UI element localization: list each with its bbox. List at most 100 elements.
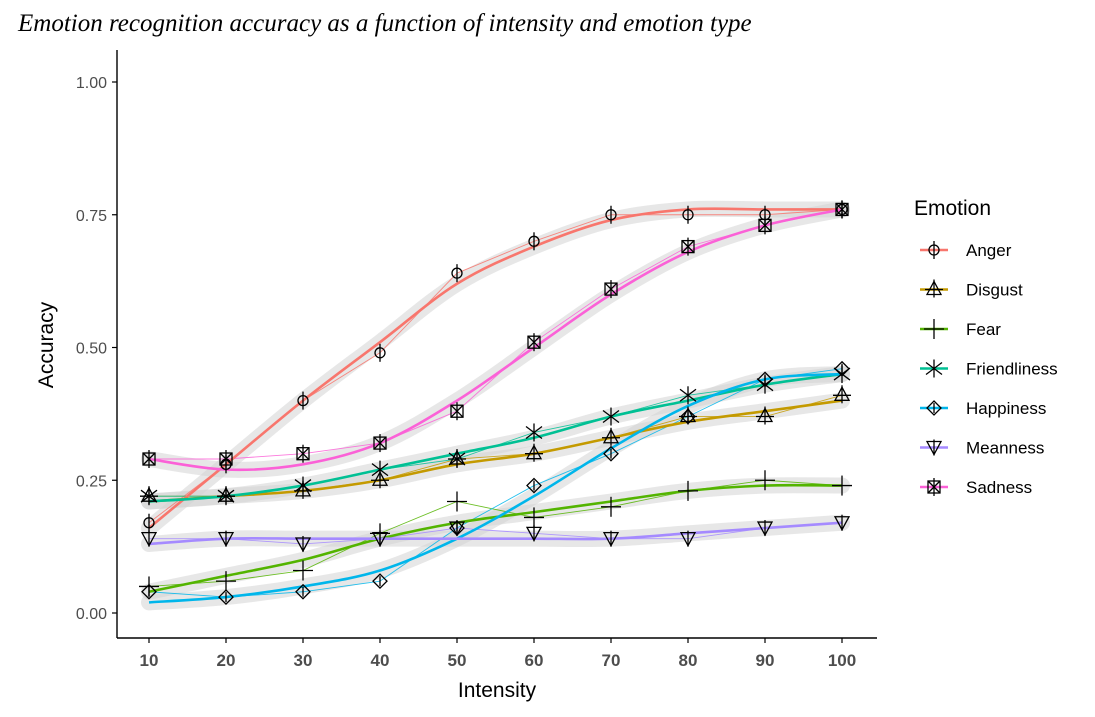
point-fear-20 <box>216 571 236 592</box>
point-disgust-60 <box>525 443 543 462</box>
legend-label: Happiness <box>966 399 1046 418</box>
point-friendliness-10 <box>140 487 158 506</box>
point-happiness-100 <box>834 360 850 377</box>
point-meanness-30 <box>294 535 312 553</box>
point-anger-40 <box>374 343 386 362</box>
point-sadness-100 <box>835 200 849 219</box>
point-sadness-90 <box>758 216 772 235</box>
legend-label: Fear <box>966 320 1001 339</box>
point-fear-70 <box>601 496 621 517</box>
legend-item-meanness: Meanness <box>920 439 1044 458</box>
point-sadness-70 <box>604 280 618 299</box>
point-disgust-100 <box>833 385 851 404</box>
x-tick-label: 30 <box>294 651 313 670</box>
point-meanness-60 <box>525 525 543 542</box>
point-happiness-10 <box>141 583 157 600</box>
x-tick-label: 70 <box>602 651 621 670</box>
legend-marker-sadness <box>927 478 941 496</box>
point-sadness-30 <box>296 444 310 463</box>
fitted-line-anger <box>148 207 842 530</box>
legend-label: Sadness <box>966 478 1032 497</box>
legend-label: Anger <box>966 241 1012 260</box>
fitted-line-friendliness <box>148 372 843 503</box>
fitted-lines <box>148 207 843 604</box>
point-happiness-20 <box>218 589 234 605</box>
point-happiness-60 <box>526 477 542 494</box>
legend-marker-fear <box>924 319 944 339</box>
point-fear-50 <box>447 491 467 512</box>
x-tick-label: 60 <box>525 651 544 670</box>
point-meanness-10 <box>140 530 158 548</box>
legend-item-disgust: Disgust <box>920 279 1023 300</box>
fitted-line-sadness <box>148 208 843 472</box>
x-tick-label: 90 <box>756 651 775 670</box>
legend-marker-friendliness <box>925 359 943 378</box>
y-tick-label: 0.25 <box>76 473 107 490</box>
point-fear-100 <box>832 475 852 496</box>
legend-title: Emotion <box>914 197 991 220</box>
data-points <box>139 200 852 605</box>
point-sadness-40 <box>373 434 387 453</box>
point-disgust-70 <box>602 427 620 446</box>
point-meanness-50 <box>448 520 466 537</box>
observed-line-meanness <box>149 522 843 545</box>
point-fear-90 <box>755 470 775 491</box>
point-meanness-80 <box>679 530 697 548</box>
point-happiness-70 <box>603 445 619 462</box>
point-friendliness-60 <box>525 423 543 442</box>
point-meanness-20 <box>217 530 235 548</box>
x-tick-label: 20 <box>217 651 236 670</box>
legend-item-friendliness: Friendliness <box>920 359 1058 379</box>
observed-line-happiness <box>148 368 843 598</box>
point-sadness-60 <box>527 333 541 352</box>
point-meanness-70 <box>602 530 620 548</box>
y-tick-label: 0.00 <box>76 606 107 623</box>
legend-marker-anger <box>928 241 940 259</box>
legend-label: Friendliness <box>966 360 1058 379</box>
point-happiness-80 <box>680 408 696 425</box>
point-anger-70 <box>605 205 617 224</box>
point-friendliness-50 <box>448 450 466 469</box>
legend-marker-happiness <box>926 400 942 416</box>
point-friendliness-70 <box>602 407 620 426</box>
legend-marker-disgust <box>925 279 943 298</box>
point-anger-50 <box>451 264 463 283</box>
x-tick-label: 50 <box>448 651 467 670</box>
point-sadness-10 <box>142 450 156 469</box>
page-title: Emotion recognition accuracy as a functi… <box>18 10 752 37</box>
legend: Emotion Anger Disgust Fear Friendliness Happi… <box>914 197 1058 497</box>
x-tick-label: 10 <box>140 651 159 670</box>
y-tick-label: 1.00 <box>76 75 107 92</box>
point-friendliness-20 <box>217 487 235 506</box>
point-happiness-40 <box>372 573 388 590</box>
point-meanness-100 <box>833 514 851 532</box>
y-axis-label: Accuracy <box>35 301 58 388</box>
x-tick-label: 40 <box>371 651 390 670</box>
point-happiness-30 <box>295 583 311 600</box>
point-happiness-90 <box>757 371 773 388</box>
fitted-line-disgust <box>148 399 843 503</box>
axes: 0.00 0.25 0.50 0.75 1.00 10 20 30 40 50 60 70 80 90 10… <box>35 50 877 702</box>
point-anger-10 <box>143 513 155 532</box>
confidence-bands <box>141 200 850 611</box>
legend-item-sadness: Sadness <box>920 478 1032 497</box>
point-meanness-40 <box>371 530 389 548</box>
point-friendliness-80 <box>679 386 697 405</box>
point-fear-80 <box>678 480 698 501</box>
point-anger-30 <box>297 391 309 410</box>
point-disgust-90 <box>756 406 774 425</box>
legend-label: Disgust <box>966 281 1023 300</box>
fitted-line-meanness <box>148 521 843 546</box>
point-sadness-50 <box>450 402 464 421</box>
point-friendliness-30 <box>294 476 312 495</box>
point-fear-60 <box>524 507 544 528</box>
point-anger-80 <box>682 205 694 224</box>
point-fear-30 <box>293 560 313 581</box>
legend-item-fear: Fear <box>920 319 1001 339</box>
x-tick-label: 100 <box>828 651 856 670</box>
legend-label: Meanness <box>966 439 1044 458</box>
fitted-line-happiness <box>148 372 843 604</box>
point-anger-60 <box>528 232 540 251</box>
point-meanness-90 <box>756 520 774 537</box>
x-axis-label: Intensity <box>458 679 537 702</box>
